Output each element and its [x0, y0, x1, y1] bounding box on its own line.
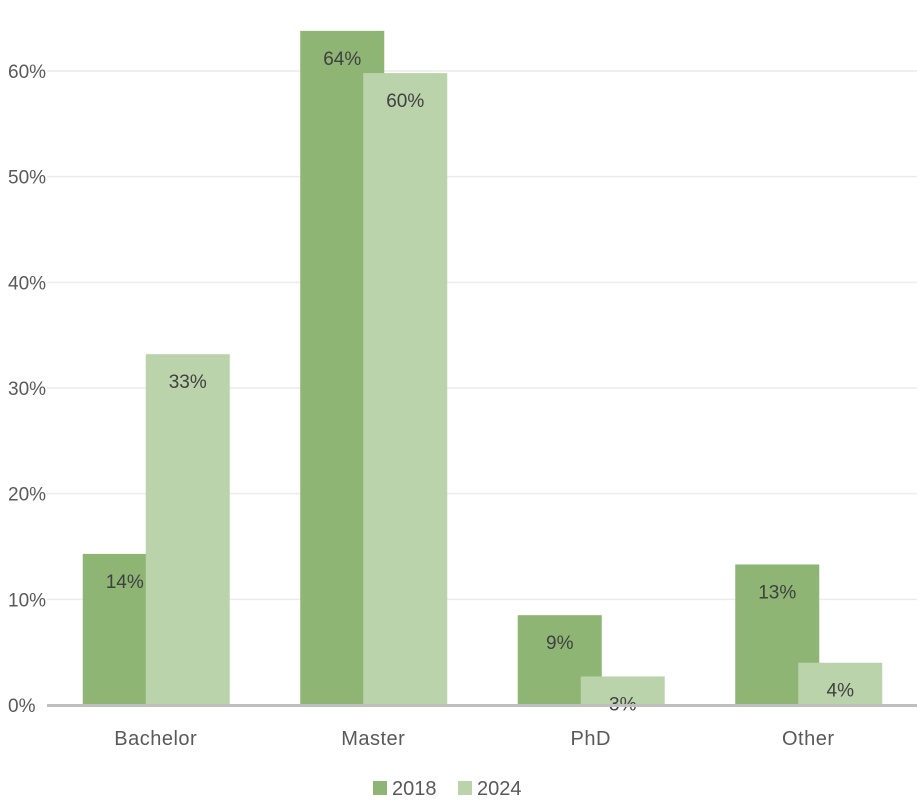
bar-2024-bachelor	[145, 354, 230, 705]
legend-label: 2018	[392, 778, 437, 799]
y-tick-label: 50%	[8, 168, 46, 189]
x-tick-label: PhD	[571, 728, 611, 750]
bar-2024-other	[798, 662, 883, 705]
bars	[82, 30, 883, 705]
x-axis-ticks: Bachelor Master PhD Other	[114, 728, 834, 750]
legend-label: 2024	[477, 778, 522, 799]
y-tick-label: 60%	[8, 62, 46, 83]
x-tick-label: Other	[782, 728, 835, 750]
y-axis-ticks: 0% 10% 20% 30% 40% 50% 60%	[8, 62, 46, 717]
y-tick-label: 10%	[8, 590, 46, 611]
data-label: 33%	[169, 372, 207, 393]
bar-2024-master	[363, 73, 448, 705]
legend: 2018 2024	[373, 778, 522, 800]
bar-2024-phd	[580, 676, 665, 705]
data-labels: 14%33%64%60%9%3%13%4%	[106, 49, 854, 716]
x-tick-label: Bachelor	[114, 728, 197, 750]
y-tick-label: 20%	[8, 485, 46, 506]
data-label: 60%	[386, 91, 424, 112]
legend-swatch-2024	[458, 781, 472, 795]
y-tick-label: 0%	[8, 696, 36, 717]
legend-swatch-2018	[373, 781, 387, 795]
x-tick-label: Master	[341, 728, 405, 750]
data-label: 64%	[323, 49, 361, 70]
y-tick-label: 40%	[8, 273, 46, 294]
data-label: 13%	[758, 582, 796, 603]
data-label: 4%	[827, 681, 855, 702]
data-label: 14%	[106, 572, 144, 593]
y-tick-label: 30%	[8, 379, 46, 400]
data-label: 9%	[546, 633, 574, 654]
